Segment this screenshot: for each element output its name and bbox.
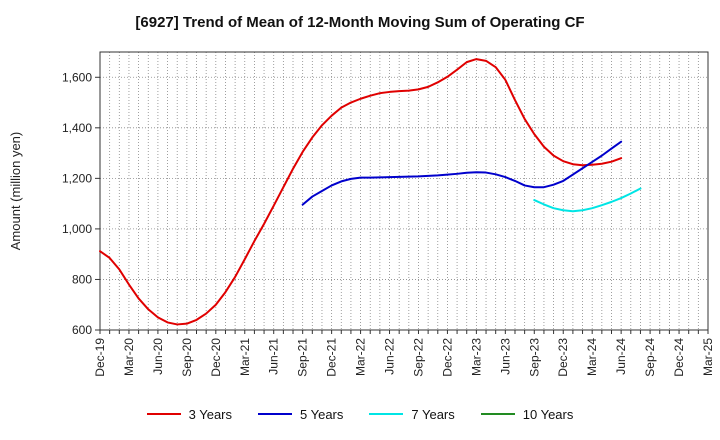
- series-line-7-years: [533, 187, 642, 213]
- axes: [95, 51, 709, 334]
- y-tick-label: 1,400: [62, 121, 92, 135]
- x-tick-label: Mar-25: [701, 338, 715, 376]
- x-tick-label: Mar-21: [238, 338, 252, 376]
- legend-swatch: [146, 413, 181, 415]
- x-tick-label: Dec-24: [672, 338, 686, 377]
- legend-label: 3 Years: [188, 406, 232, 422]
- y-tick-label: 800: [72, 272, 92, 286]
- x-tick-label: Mar-24: [585, 338, 599, 376]
- series-line-3-years: [99, 58, 623, 326]
- x-tick-label: Dec-21: [325, 338, 339, 377]
- series-lines: [99, 58, 642, 326]
- legend: 3 Years 5 Years 7 Years 10 Years: [0, 404, 720, 424]
- y-tick-label: 1,200: [62, 171, 92, 185]
- tick-labels: 600 800 1,000 1,200 1,400 1,600 Dec-19 Mar-20 Ju…: [62, 70, 715, 376]
- x-tick-label: Jun-21: [267, 338, 281, 375]
- x-tick-label: Sep-22: [411, 338, 425, 377]
- y-tick-label: 1,600: [62, 70, 92, 84]
- legend-swatch: [258, 413, 292, 415]
- plot-frame: [99, 51, 709, 331]
- legend-label: 7 Years: [411, 406, 455, 422]
- x-tick-label: Jun-22: [383, 338, 397, 375]
- x-tick-label: Sep-23: [527, 338, 541, 377]
- legend-swatch: [480, 413, 515, 415]
- x-tick-label: Dec-23: [556, 338, 570, 377]
- x-tick-label: Mar-20: [122, 338, 136, 376]
- legend-label: 10 Years: [522, 406, 574, 422]
- x-tick-label: Sep-20: [180, 338, 194, 377]
- legend-item: 3 Years: [146, 406, 232, 422]
- chart-title: [6927] Trend of Mean of 12-Month Moving …: [135, 14, 585, 31]
- legend-swatch: [369, 413, 404, 415]
- x-tick-label: Dec-22: [440, 338, 454, 377]
- grid-lines: [100, 51, 708, 330]
- x-tick-label: Sep-21: [296, 338, 310, 377]
- x-tick-label: Mar-23: [469, 338, 483, 376]
- x-tick-label: Dec-20: [209, 338, 223, 377]
- x-tick-label: Sep-24: [643, 338, 657, 377]
- x-tick-label: Mar-22: [354, 338, 368, 376]
- x-tick-label: Jun-20: [151, 338, 165, 375]
- legend-item: 5 Years: [258, 407, 343, 422]
- y-tick-label: 600: [72, 323, 92, 337]
- legend-item: 7 Years: [369, 406, 455, 422]
- x-tick-label: Jun-24: [614, 338, 628, 375]
- legend-item: 10 Years: [480, 406, 574, 422]
- series-line-5-years: [301, 140, 623, 206]
- x-tick-label: Jun-23: [498, 338, 512, 375]
- legend-label: 5 Years: [300, 406, 344, 422]
- y-tick-label: 1,000: [62, 222, 92, 236]
- x-tick-label: Dec-19: [93, 338, 107, 377]
- y-axis-label: Amount (million yen): [8, 132, 23, 251]
